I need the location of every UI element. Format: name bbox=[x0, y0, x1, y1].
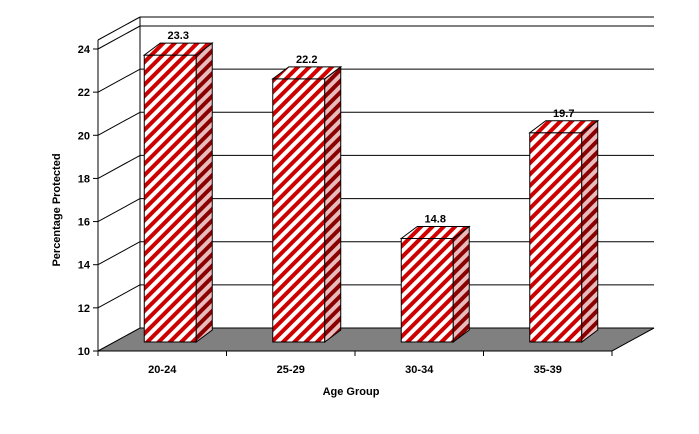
side-wall-top-edge bbox=[97, 16, 141, 41]
bars bbox=[142, 42, 600, 343]
y-tick-label: 10 bbox=[78, 346, 90, 358]
x-axis-title: Age Group bbox=[323, 386, 380, 398]
axes bbox=[93, 40, 613, 356]
y-tick-label: 22 bbox=[78, 87, 90, 99]
y-tick-label: 18 bbox=[78, 173, 90, 185]
bar-top bbox=[399, 225, 471, 239]
bar-side bbox=[581, 119, 599, 343]
gridline-side bbox=[97, 241, 141, 266]
bar-side bbox=[452, 225, 470, 343]
x-tick-labels: 20-24 25-29 30-34 35-39 bbox=[148, 364, 562, 376]
gridline-side bbox=[97, 111, 141, 136]
bar-front bbox=[143, 54, 197, 343]
bar-top bbox=[528, 120, 600, 134]
gridline-side bbox=[97, 154, 141, 179]
data-label: 23.3 bbox=[168, 30, 189, 42]
gridline-side bbox=[97, 198, 141, 223]
x-tick-label: 35-39 bbox=[534, 364, 562, 376]
gridline-side bbox=[97, 284, 141, 309]
bar-side bbox=[324, 65, 342, 343]
bar bbox=[271, 65, 343, 343]
y-tick-label: 14 bbox=[78, 260, 91, 272]
bar-top bbox=[271, 66, 343, 80]
bar-front bbox=[272, 78, 326, 343]
data-label: 14.8 bbox=[425, 213, 446, 225]
y-tick-labels: 10 12 14 16 18 20 22 24 bbox=[78, 44, 91, 358]
y-tick-label: 16 bbox=[78, 217, 90, 229]
x-tick-label: 30-34 bbox=[405, 364, 434, 376]
x-tick-label: 20-24 bbox=[148, 364, 177, 376]
data-labels: 23.3 22.2 14.8 19.7 bbox=[168, 30, 575, 225]
y-axis-title: Percentage Protected bbox=[51, 153, 63, 266]
gridline-side bbox=[97, 25, 141, 50]
bar bbox=[528, 119, 600, 343]
gridline-side bbox=[97, 68, 141, 93]
y-tick-label: 24 bbox=[78, 44, 91, 56]
y-tick-label: 20 bbox=[78, 130, 90, 142]
y-tick-label: 12 bbox=[78, 303, 90, 315]
bar-top bbox=[142, 42, 214, 56]
x-tick-label: 25-29 bbox=[277, 364, 305, 376]
bar-front bbox=[529, 132, 583, 343]
bar-front bbox=[400, 237, 454, 343]
data-label: 22.2 bbox=[296, 54, 317, 66]
bar-side bbox=[195, 42, 213, 343]
bar bbox=[142, 42, 214, 343]
data-label: 19.7 bbox=[553, 108, 574, 120]
bar bbox=[399, 225, 471, 343]
